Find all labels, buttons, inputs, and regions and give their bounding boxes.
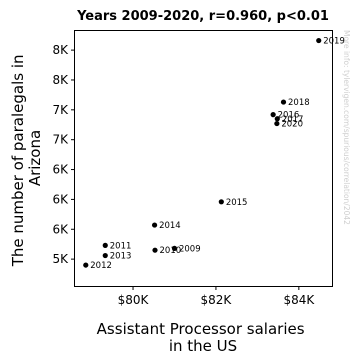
y-tick-label: 8K <box>52 73 69 87</box>
x-axis-label: Assistant Processor salaries in the US <box>97 320 310 355</box>
data-point-2014 <box>152 222 157 227</box>
x-tick-label: $82K <box>201 293 233 307</box>
watermark: More info: tylervigen.com/spurious/corre… <box>342 30 351 225</box>
data-points: 2009201020112012201320142015201620172018… <box>83 37 345 272</box>
data-point-label-2015: 2015 <box>226 198 248 208</box>
x-tick-label: $80K <box>118 293 150 307</box>
x-axis-label-line-1: Assistant Processor salaries <box>97 320 305 338</box>
y-axis-label-line-1: The number of paralegals in <box>9 54 27 267</box>
chart-title: Years 2009-2020, r=0.960, p<0.01 <box>76 9 329 24</box>
data-point-2018 <box>281 99 286 104</box>
data-point-2013 <box>103 253 108 258</box>
data-point-2015 <box>219 199 224 204</box>
y-axis: 5K 6K 6K 6K 7K 7K 8K 8K <box>52 43 75 266</box>
data-point-label-2014: 2014 <box>159 221 181 231</box>
x-axis-label-line-2: in the US <box>169 337 237 355</box>
y-tick-label: 5K <box>52 252 69 266</box>
y-tick-label: 7K <box>52 103 69 117</box>
y-axis-label-line-2: Arizona <box>26 130 44 186</box>
data-point-label-2012: 2012 <box>90 261 112 271</box>
x-axis: $80K $82K $84K <box>118 286 316 307</box>
data-point-label-2013: 2013 <box>110 252 132 262</box>
y-tick-label: 8K <box>52 43 69 57</box>
data-point-label-2010: 2010 <box>160 246 182 256</box>
data-point-label-2020: 2020 <box>281 120 303 130</box>
data-point-label-2011: 2011 <box>110 241 132 251</box>
data-point-2016 <box>271 112 276 117</box>
data-point-label-2019: 2019 <box>323 37 345 47</box>
x-tick-label: $84K <box>283 293 315 307</box>
data-point-label-2009: 2009 <box>179 244 201 254</box>
y-tick-label: 7K <box>52 133 69 147</box>
data-point-2020 <box>274 121 279 126</box>
data-point-label-2018: 2018 <box>288 98 310 108</box>
y-tick-label: 6K <box>52 222 69 236</box>
data-point-2019 <box>316 38 321 43</box>
data-point-2010 <box>152 248 157 253</box>
data-point-2017 <box>275 116 280 121</box>
y-tick-label: 6K <box>52 192 69 206</box>
y-axis-label: The number of paralegals in Arizona <box>9 50 44 268</box>
data-point-2011 <box>103 243 108 248</box>
data-point-2012 <box>83 262 88 267</box>
y-tick-label: 6K <box>52 163 69 177</box>
